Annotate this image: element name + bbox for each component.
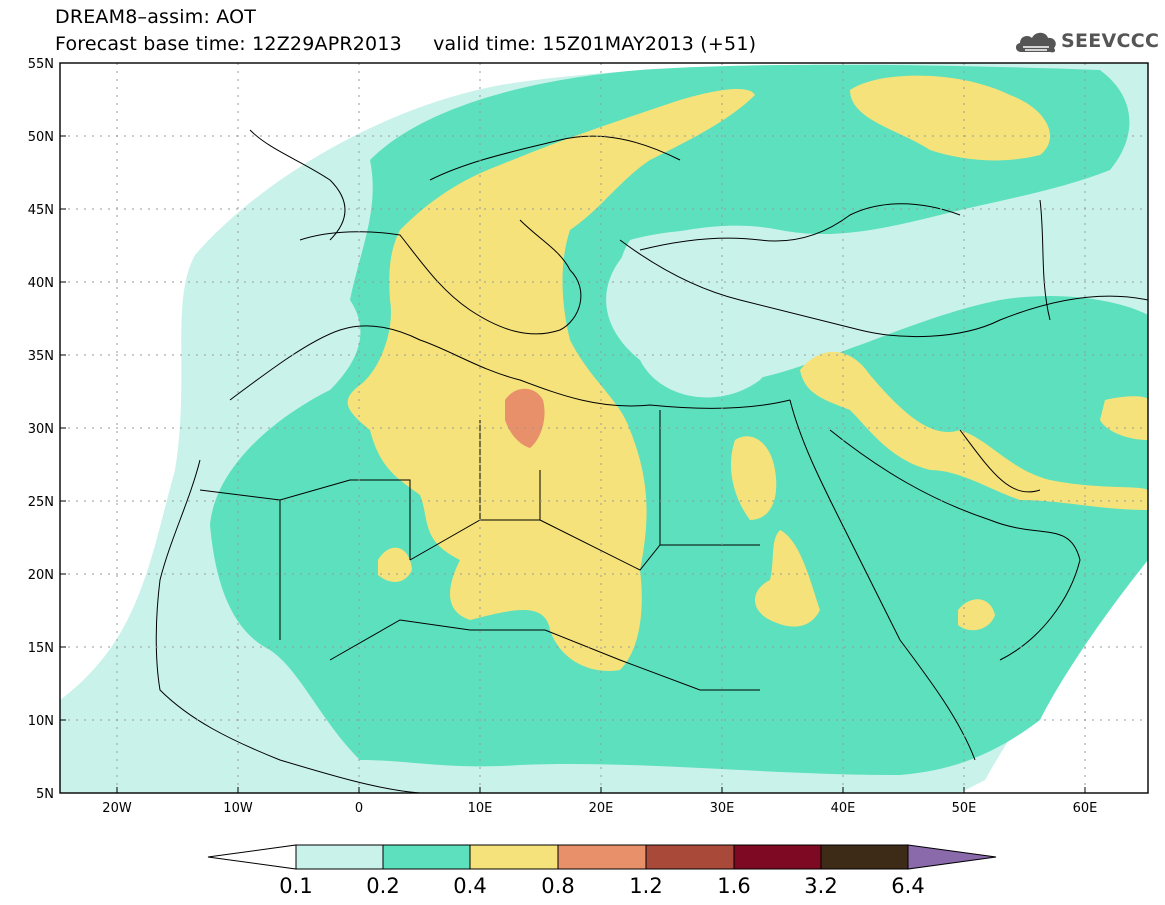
lon-label: 60E — [1073, 801, 1098, 816]
aot-region-high-arabia — [800, 351, 1148, 510]
lon-label: 10E — [468, 801, 493, 816]
lat-label: 15N — [28, 641, 54, 656]
colorbar-swatch — [382, 844, 471, 870]
lat-label: 30N — [28, 422, 54, 437]
colorbar-right-arrow — [907, 844, 997, 870]
colorbar-label: 3.2 — [804, 874, 837, 898]
colorbar-label: 0.2 — [366, 874, 399, 898]
forecast-time-subtitle: Forecast base time: 12Z29APR2013 valid t… — [55, 33, 757, 55]
colorbar-swatch — [295, 844, 384, 870]
lat-label: 45N — [28, 203, 54, 218]
aot-region-high — [347, 88, 755, 671]
cloud-icon — [1015, 32, 1056, 53]
colorbar-swatch — [645, 844, 735, 870]
lat-label: 55N — [28, 57, 54, 72]
aot-region-high-gulf — [1100, 396, 1148, 440]
colorbar-label: 0.4 — [453, 874, 486, 898]
lon-label: 30E — [710, 801, 735, 816]
lat-label: 10N — [28, 714, 54, 729]
chart-title: DREAM8–assim: AOT — [55, 6, 257, 28]
aot-region-high-russia — [850, 75, 1050, 161]
lon-label: 50E — [952, 801, 977, 816]
lat-label: 20N — [28, 568, 54, 583]
longitude-labels: 20W 10W 0 10E 20E 30E 40E 50E 60E — [102, 801, 1097, 816]
lon-label: 40E — [831, 801, 856, 816]
aot-region-high-mali — [378, 547, 412, 582]
latitude-labels: 55N 50N 45N 40N 35N 30N 25N 20N 15N 10N … — [28, 57, 54, 802]
aot-region-high-egypt — [730, 436, 777, 520]
lat-label: 35N — [28, 349, 54, 364]
axis-ticks — [60, 62, 1086, 793]
lat-label: 40N — [28, 276, 54, 291]
aot-region-light-anatolia — [617, 230, 901, 398]
colorbar: 0.1 0.2 0.4 0.8 1.2 1.6 3.2 6.4 — [207, 844, 997, 898]
colorbar-label: 1.2 — [629, 874, 662, 898]
lat-label: 25N — [28, 495, 54, 510]
logo-text: SEEVCCC — [1061, 30, 1160, 52]
lat-label: 50N — [28, 130, 54, 145]
aot-region-high-sudan — [755, 530, 820, 627]
lon-label: 10W — [223, 801, 253, 816]
colorbar-label: 0.1 — [279, 874, 312, 898]
colorbar-label: 0.8 — [541, 874, 574, 898]
coastlines — [155, 129, 1148, 793]
aot-region-high-yemen — [958, 599, 995, 631]
colorbar-swatch — [820, 844, 909, 870]
seevccc-logo: SEEVCCC — [1013, 26, 1159, 56]
lon-label: 20W — [102, 801, 132, 816]
lon-label: 20E — [589, 801, 614, 816]
colorbar-label: 6.4 — [891, 874, 924, 898]
colorbar-swatch — [557, 844, 647, 870]
colorbar-swatch — [469, 844, 559, 870]
colorbar-left-arrow — [207, 844, 297, 870]
lat-label: 5N — [36, 787, 54, 802]
colorbar-label: 1.6 — [717, 874, 750, 898]
graticule — [60, 63, 1148, 793]
colorbar-swatch — [733, 844, 822, 870]
lon-label: 0 — [355, 801, 363, 816]
aot-region-peak — [505, 388, 545, 448]
